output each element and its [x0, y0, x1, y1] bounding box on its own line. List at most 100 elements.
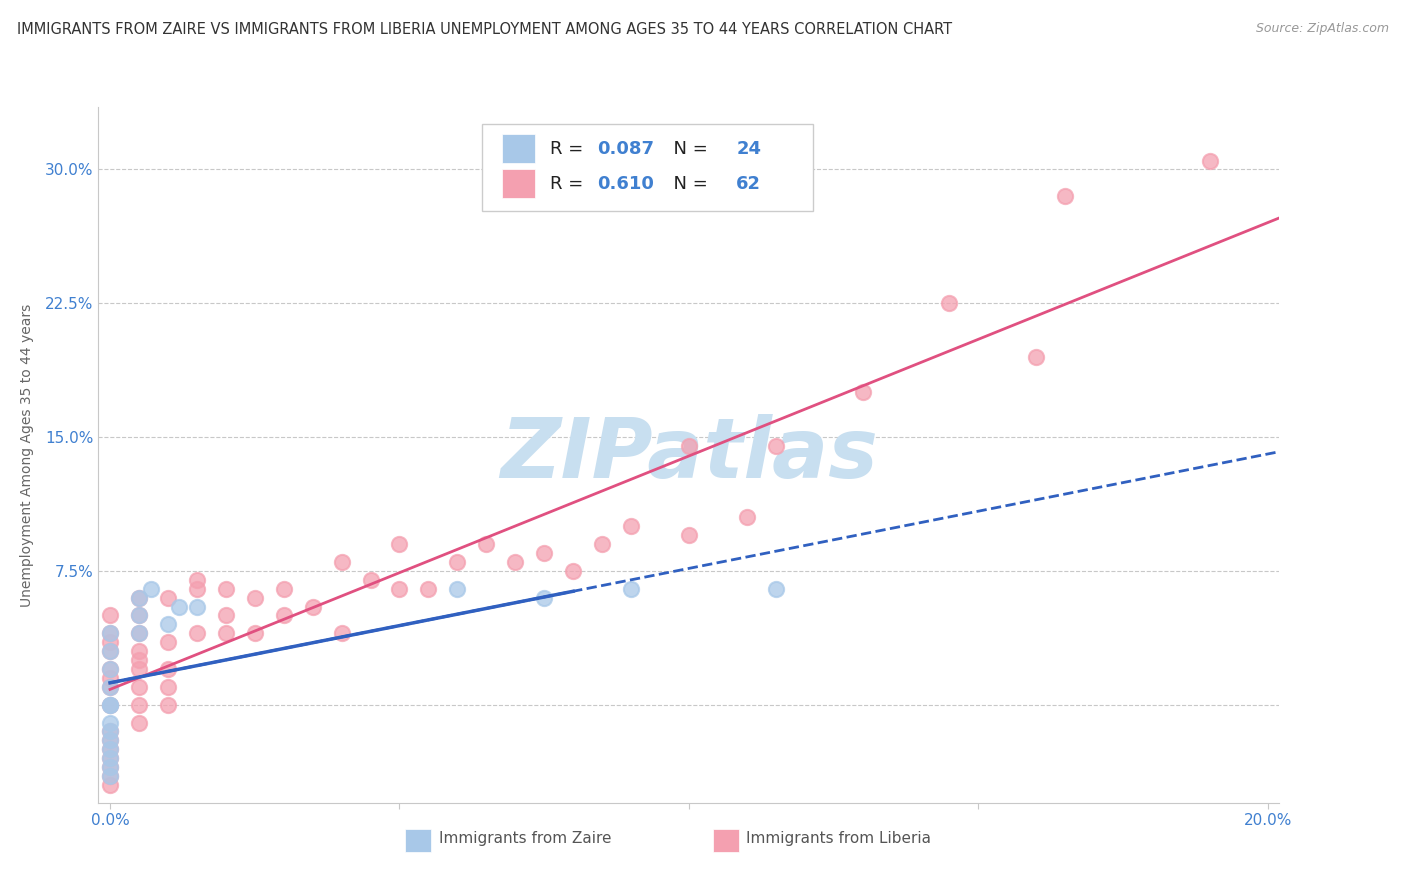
- FancyBboxPatch shape: [713, 830, 738, 852]
- Point: [128, 662, 150, 676]
- Point: [98, 760, 121, 774]
- Point: [98, 715, 121, 730]
- Point: [1199, 153, 1222, 168]
- Point: [139, 582, 162, 596]
- Point: [418, 582, 440, 596]
- Point: [273, 608, 295, 623]
- Point: [156, 680, 179, 694]
- Point: [98, 698, 121, 712]
- Point: [156, 662, 179, 676]
- Point: [215, 582, 238, 596]
- Point: [128, 626, 150, 640]
- Point: [128, 653, 150, 667]
- Point: [388, 537, 411, 551]
- Point: [98, 733, 121, 747]
- Text: 0.087: 0.087: [596, 140, 654, 158]
- Point: [765, 582, 787, 596]
- Point: [98, 662, 121, 676]
- Text: IMMIGRANTS FROM ZAIRE VS IMMIGRANTS FROM LIBERIA UNEMPLOYMENT AMONG AGES 35 TO 4: IMMIGRANTS FROM ZAIRE VS IMMIGRANTS FROM…: [17, 22, 952, 37]
- Point: [98, 733, 121, 747]
- Point: [128, 608, 150, 623]
- Point: [98, 742, 121, 756]
- Point: [301, 599, 323, 614]
- Point: [98, 698, 121, 712]
- Point: [591, 537, 613, 551]
- Point: [98, 662, 121, 676]
- Point: [169, 599, 191, 614]
- Point: [938, 296, 960, 310]
- Text: 0.610: 0.610: [596, 175, 654, 193]
- FancyBboxPatch shape: [482, 124, 813, 211]
- Point: [128, 626, 150, 640]
- Point: [98, 769, 121, 783]
- Point: [475, 537, 498, 551]
- Point: [98, 751, 121, 765]
- Point: [128, 680, 150, 694]
- Text: Immigrants from Zaire: Immigrants from Zaire: [439, 831, 612, 847]
- Point: [98, 626, 121, 640]
- Point: [388, 582, 411, 596]
- Point: [98, 680, 121, 694]
- Point: [98, 626, 121, 640]
- Point: [98, 644, 121, 658]
- Point: [243, 626, 266, 640]
- Point: [533, 591, 555, 605]
- Point: [330, 555, 353, 569]
- Y-axis label: Unemployment Among Ages 35 to 44 years: Unemployment Among Ages 35 to 44 years: [20, 303, 34, 607]
- Point: [128, 591, 150, 605]
- Point: [852, 385, 875, 400]
- Point: [620, 582, 643, 596]
- Text: N =: N =: [662, 140, 713, 158]
- Point: [186, 599, 208, 614]
- Text: N =: N =: [662, 175, 713, 193]
- Point: [98, 724, 121, 739]
- FancyBboxPatch shape: [502, 169, 536, 198]
- Point: [503, 555, 526, 569]
- Text: ZIPatlas: ZIPatlas: [501, 415, 877, 495]
- Point: [128, 715, 150, 730]
- Text: R =: R =: [550, 175, 589, 193]
- Point: [98, 742, 121, 756]
- Point: [128, 698, 150, 712]
- Point: [98, 680, 121, 694]
- Point: [735, 510, 758, 524]
- Point: [215, 608, 238, 623]
- Point: [765, 439, 787, 453]
- Point: [156, 698, 179, 712]
- Point: [446, 555, 468, 569]
- Text: R =: R =: [550, 140, 589, 158]
- Point: [562, 564, 585, 578]
- Point: [156, 617, 179, 632]
- Point: [98, 760, 121, 774]
- Point: [98, 724, 121, 739]
- Point: [1025, 350, 1047, 364]
- Text: 24: 24: [737, 140, 761, 158]
- Point: [533, 546, 555, 560]
- Point: [98, 769, 121, 783]
- Point: [360, 573, 382, 587]
- Point: [98, 671, 121, 685]
- Text: Immigrants from Liberia: Immigrants from Liberia: [745, 831, 931, 847]
- Point: [678, 528, 700, 542]
- Point: [128, 608, 150, 623]
- Point: [446, 582, 468, 596]
- Point: [98, 635, 121, 649]
- Point: [156, 591, 179, 605]
- Point: [128, 591, 150, 605]
- Point: [98, 778, 121, 792]
- Text: Source: ZipAtlas.com: Source: ZipAtlas.com: [1256, 22, 1389, 36]
- Point: [98, 644, 121, 658]
- Point: [186, 626, 208, 640]
- Point: [156, 635, 179, 649]
- Point: [678, 439, 700, 453]
- FancyBboxPatch shape: [502, 134, 536, 163]
- Point: [128, 644, 150, 658]
- Point: [1054, 189, 1077, 203]
- FancyBboxPatch shape: [405, 830, 432, 852]
- Point: [186, 582, 208, 596]
- Point: [243, 591, 266, 605]
- Point: [98, 698, 121, 712]
- Point: [620, 519, 643, 533]
- Point: [98, 608, 121, 623]
- Text: 62: 62: [737, 175, 761, 193]
